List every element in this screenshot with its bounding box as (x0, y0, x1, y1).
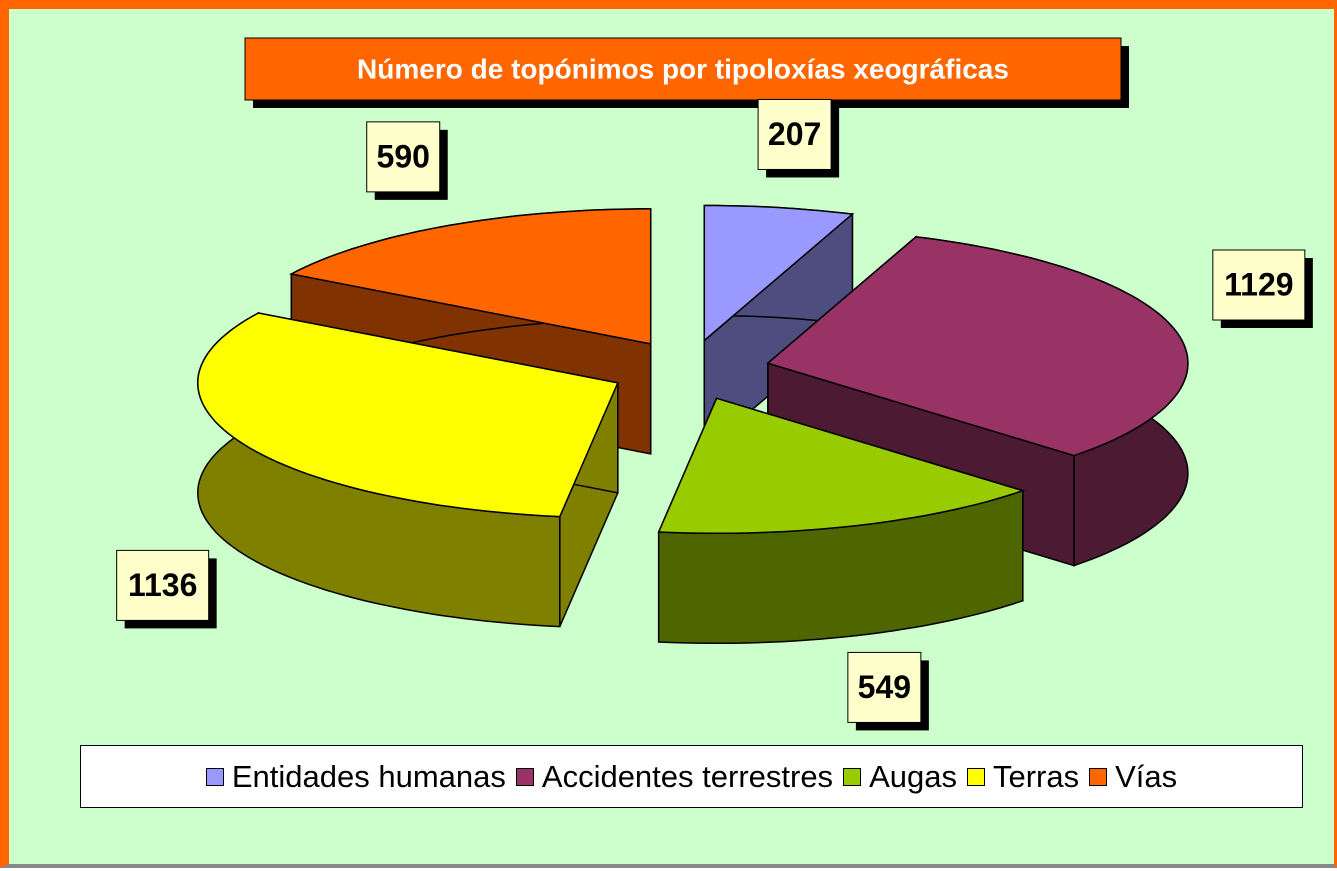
slice (766, 236, 1189, 457)
legend-item: Vías (1089, 759, 1177, 795)
legend-item: Terras (966, 758, 1080, 795)
legend-label: Entidades humanas (231, 758, 506, 794)
title-box (244, 37, 1122, 101)
slice (289, 208, 652, 345)
chart-title: Número de topónimos por tipoloxías xeogr… (357, 53, 1009, 84)
legend-swatch (205, 767, 224, 786)
data-label-box (1212, 249, 1306, 321)
slice (657, 397, 1026, 535)
data-label: 549 (858, 669, 911, 705)
legend: Entidades humanas Accidentes terrestres Au… (80, 745, 1303, 808)
slice (703, 204, 855, 343)
legend-item: Augas (843, 759, 957, 795)
data-label-box (116, 549, 210, 621)
data-label: 207 (768, 116, 821, 152)
data-label-box (366, 121, 441, 193)
legend-swatch (966, 767, 985, 786)
slice (703, 204, 855, 453)
legend-label: Accidentes terrestres (541, 758, 834, 794)
legend-label: Vías (1115, 758, 1178, 794)
legend-swatch (1089, 767, 1108, 786)
slice (197, 312, 619, 518)
data-label-box (757, 98, 832, 170)
legend-item: Accidentes terrestres (515, 758, 834, 795)
legend-item: Entidades humanas (205, 758, 506, 795)
legend-label: Augas (869, 758, 957, 794)
data-label: 1129 (1224, 266, 1293, 302)
data-label: 1136 (128, 567, 197, 603)
slice (657, 397, 1026, 645)
data-label: 590 (377, 138, 430, 174)
legend-swatch (515, 767, 534, 786)
data-label-box (847, 651, 922, 723)
legend-swatch (843, 767, 862, 786)
slice (197, 311, 619, 628)
legend-label: Terras (992, 758, 1080, 794)
